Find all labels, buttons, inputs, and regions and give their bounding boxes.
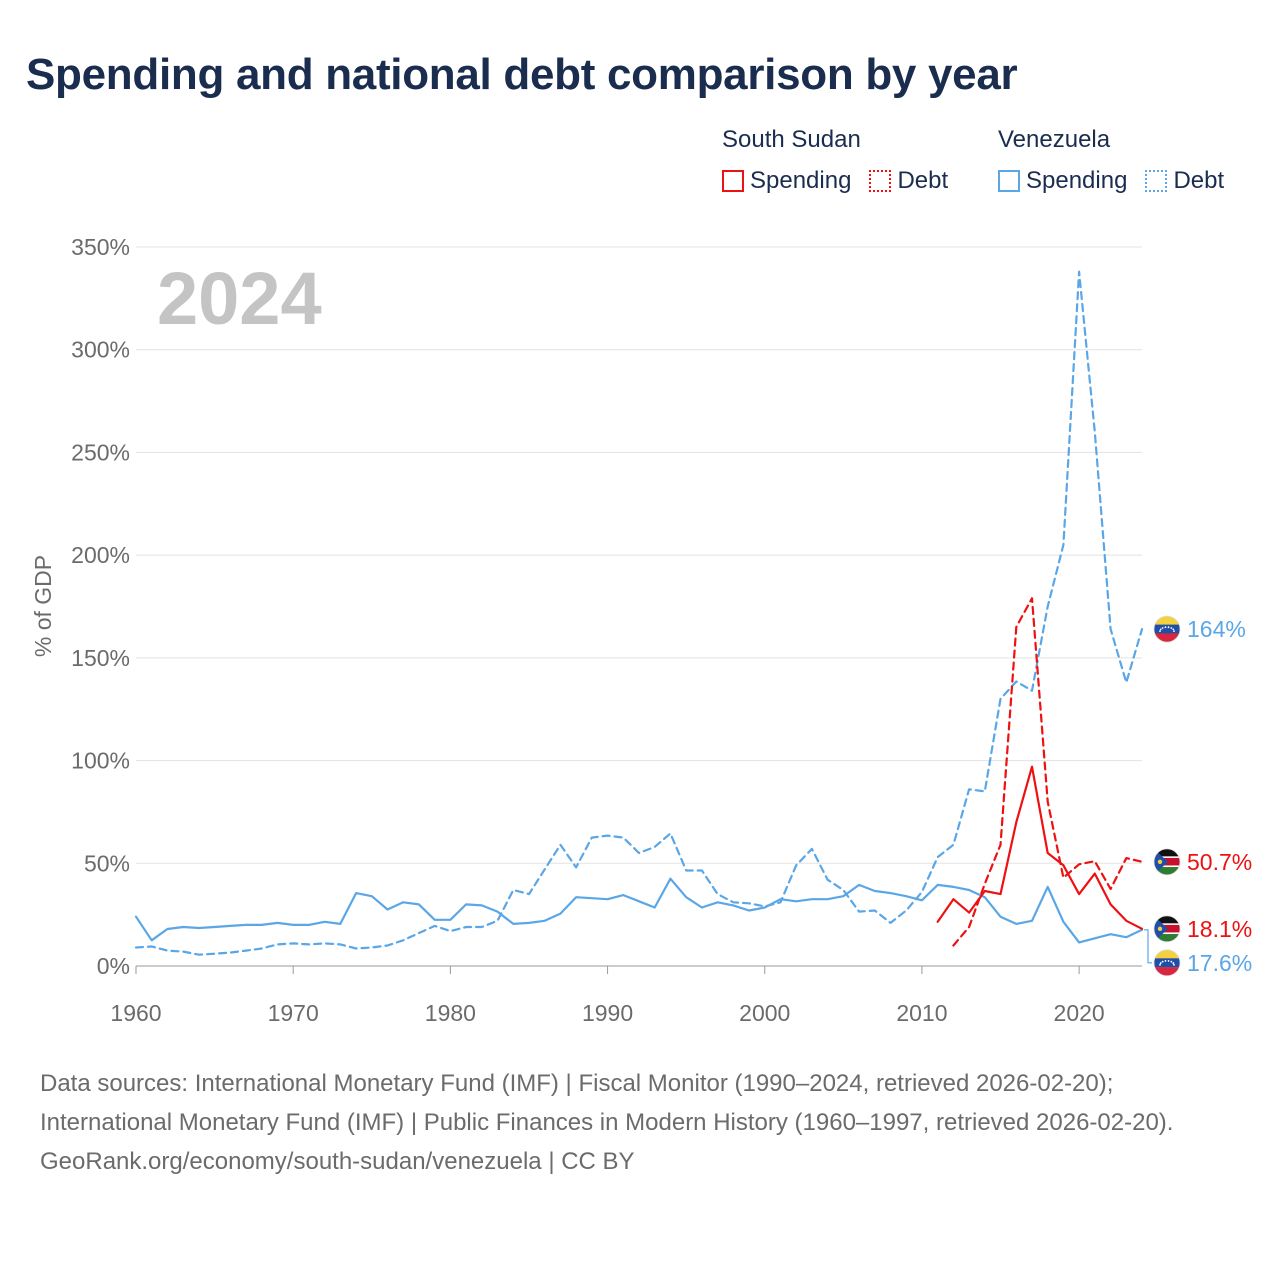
y-tick-label: 150% <box>71 645 130 671</box>
y-tick-label: 50% <box>84 850 130 876</box>
legend-item-south-sudan-spending[interactable]: Spending <box>722 166 851 196</box>
chart-title: Spending and national debt comparison by… <box>26 50 1018 99</box>
south-sudan-flag-icon <box>1153 915 1181 943</box>
x-tick-label: 2010 <box>896 1000 947 1026</box>
legend-swatch-solid <box>722 170 744 192</box>
legend-group-south-sudan: South Sudan Spending Debt <box>722 124 948 196</box>
x-tick-label: 1970 <box>268 1000 319 1026</box>
y-tick-label: 350% <box>71 234 130 260</box>
legend-country-south-sudan: South Sudan <box>722 126 861 153</box>
end-value-label: 164% <box>1187 616 1246 642</box>
end-labels: 164% 50.7% 18.1% 17.6% <box>1144 615 1252 977</box>
y-axis-label: % of GDP <box>30 555 56 657</box>
legend-item-south-sudan-debt[interactable]: Debt <box>869 166 948 196</box>
series-line-venezuela-debt[interactable] <box>134 270 1144 956</box>
legend-label-venezuela-spending: Spending <box>1026 167 1128 194</box>
y-tick-label: 300% <box>71 337 130 363</box>
legend-item-venezuela-spending[interactable]: Spending <box>998 166 1127 196</box>
end-value-label: 17.6% <box>1187 950 1252 976</box>
y-tick-label: 250% <box>71 439 130 465</box>
series-line-south-sudan-debt[interactable] <box>952 597 1144 947</box>
footer: Data sources: International Monetary Fun… <box>40 1064 1250 1181</box>
venezuela-flag-icon <box>1153 949 1181 977</box>
x-tick-label: 2000 <box>739 1000 790 1026</box>
legend-label-venezuela-debt: Debt <box>1173 167 1225 194</box>
end-label-connector <box>1144 929 1152 964</box>
legend-swatch-dotted <box>1145 170 1168 192</box>
y-tick-label: 0% <box>97 953 130 979</box>
end-value-label: 50.7% <box>1187 849 1252 875</box>
legend-swatch-solid <box>998 170 1020 192</box>
year-watermark: 2024 <box>157 257 322 340</box>
legend-country-venezuela: Venezuela <box>998 126 1111 153</box>
x-tick-label: 1980 <box>425 1000 476 1026</box>
credit-link[interactable]: GeoRank.org/economy/south-sudan/venezuel… <box>40 1148 635 1175</box>
y-tick-label: 200% <box>71 542 130 568</box>
legend-label-south-sudan-debt: Debt <box>897 167 949 194</box>
series-line-venezuela-spending[interactable] <box>134 877 1144 944</box>
legend-group-venezuela: Venezuela Spending Debt <box>998 124 1224 196</box>
x-tick-label: 1960 <box>110 1000 161 1026</box>
legend-label-south-sudan-spending: Spending <box>750 167 852 194</box>
south-sudan-flag-icon <box>1153 848 1181 876</box>
series-lines <box>134 270 1144 956</box>
x-tick-label: 1990 <box>582 1000 633 1026</box>
axes: 0% 50% 100% 150% 200% 250% 300% 350% 1960 1970 198… <box>30 234 1142 1026</box>
series-line-south-sudan-spending[interactable] <box>936 765 1144 930</box>
legend-item-venezuela-debt[interactable]: Debt <box>1145 166 1224 196</box>
data-sources: Data sources: International Monetary Fun… <box>40 1070 1174 1136</box>
gridlines <box>136 246 1142 967</box>
x-tick-label: 2020 <box>1054 1000 1105 1026</box>
line-chart: 0% 50% 100% 150% 200% 250% 300% 350% 1960 1970 198… <box>30 234 1252 1026</box>
venezuela-flag-icon <box>1153 615 1181 643</box>
legend-swatch-dotted <box>869 170 892 192</box>
end-value-label: 18.1% <box>1187 916 1252 942</box>
y-tick-label: 100% <box>71 748 130 774</box>
